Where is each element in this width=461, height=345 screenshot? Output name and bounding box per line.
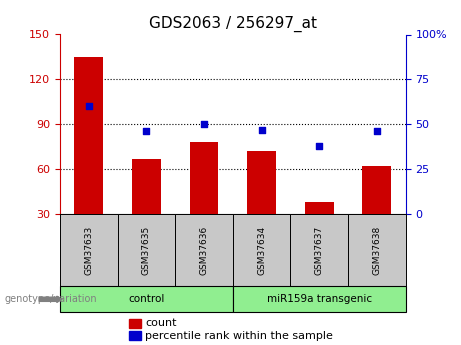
Point [258, 127, 266, 132]
Text: GSM37634: GSM37634 [257, 226, 266, 275]
Text: count: count [145, 318, 177, 328]
Text: miR159a transgenic: miR159a transgenic [266, 294, 372, 304]
Text: percentile rank within the sample: percentile rank within the sample [145, 331, 333, 341]
Bar [305, 202, 334, 214]
Text: control: control [128, 294, 165, 304]
Point [373, 129, 381, 134]
Text: GSM37638: GSM37638 [372, 226, 381, 275]
Title: GDS2063 / 256297_at: GDS2063 / 256297_at [149, 16, 317, 32]
Text: GSM37637: GSM37637 [315, 226, 324, 275]
Point [200, 121, 207, 127]
Text: GSM37636: GSM37636 [200, 226, 208, 275]
Point [85, 104, 92, 109]
Point [142, 129, 150, 134]
Bar [247, 151, 276, 214]
Text: GSM37635: GSM37635 [142, 226, 151, 275]
Bar [189, 142, 219, 214]
Bar [132, 159, 161, 214]
Bar [74, 57, 103, 214]
Bar [362, 166, 391, 214]
Text: genotype/variation: genotype/variation [5, 294, 97, 304]
Text: GSM37633: GSM37633 [84, 226, 93, 275]
Point [315, 143, 323, 148]
